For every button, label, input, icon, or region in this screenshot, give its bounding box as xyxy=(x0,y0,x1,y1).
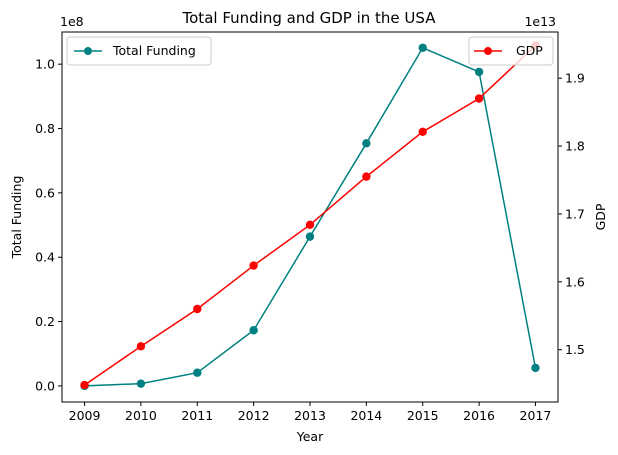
right-y-tick-label: 1.6 xyxy=(565,274,585,289)
plot-frame xyxy=(61,31,559,403)
left-offset-label: 1e8 xyxy=(60,14,84,29)
left-y-tick-label: 1.0 xyxy=(35,57,55,72)
x-axis-label: Year xyxy=(296,429,324,444)
x-tick-label: 2015 xyxy=(407,408,439,423)
data-point-gdp xyxy=(193,304,202,314)
data-point-gdp xyxy=(474,94,484,103)
series-line-total-funding xyxy=(84,46,537,387)
legend-label-total-funding: Total Funding xyxy=(112,43,196,58)
plot-area xyxy=(80,41,540,391)
left-y-tick-label: 0.2 xyxy=(35,314,55,329)
left-y-tick-label: 0.8 xyxy=(35,121,55,136)
x-tick-label: 2010 xyxy=(125,408,157,423)
legend-label-gdp: GDP xyxy=(516,43,543,58)
right-y-tick-label: 1.7 xyxy=(565,206,585,221)
right-y-tick-label: 1.8 xyxy=(565,139,585,154)
right-y-axis: 1.5 1.6 1.7 1.8 1.9 xyxy=(558,71,585,357)
data-point-total-funding xyxy=(531,363,540,373)
series-line-gdp xyxy=(84,45,536,386)
left-y-axis-label: Total Funding xyxy=(9,176,24,260)
data-point-total-funding xyxy=(249,326,258,335)
legend-marker-total-funding xyxy=(84,47,92,55)
legend-marker-gdp xyxy=(484,47,492,55)
data-point-gdp xyxy=(362,172,371,181)
right-offset-label: 1e13 xyxy=(524,14,556,29)
data-point-total-funding xyxy=(362,139,371,148)
data-point-total-funding xyxy=(193,368,202,377)
left-y-tick-label: 0.4 xyxy=(35,250,55,265)
data-point-gdp xyxy=(305,220,315,230)
data-point-gdp xyxy=(249,261,258,270)
chart-title: Total Funding and GDP in the USA xyxy=(182,9,437,27)
data-point-total-funding xyxy=(474,67,484,77)
x-tick-label: 2012 xyxy=(238,408,270,423)
data-point-gdp xyxy=(136,342,146,351)
data-point-total-funding xyxy=(418,43,427,52)
data-point-gdp xyxy=(80,380,89,390)
data-point-total-funding xyxy=(136,379,146,388)
legend-total-funding: Total Funding xyxy=(66,36,212,66)
right-y-tick-label: 1.5 xyxy=(565,342,585,357)
x-axis: 2009 2010 2011 2012 2013 2014 2015 2016 2017 xyxy=(69,402,552,423)
legend-gdp: GDP xyxy=(468,36,554,66)
data-point-gdp xyxy=(418,127,427,136)
x-tick-label: 2017 xyxy=(520,408,552,423)
right-y-axis-label: GDP xyxy=(593,203,608,230)
left-y-tick-label: 0.6 xyxy=(35,185,55,200)
right-y-tick-label: 1.9 xyxy=(565,71,585,86)
x-tick-label: 2011 xyxy=(181,408,213,423)
x-tick-label: 2014 xyxy=(350,408,382,423)
data-point-total-funding xyxy=(305,232,315,241)
x-tick-label: 2013 xyxy=(294,408,326,423)
x-tick-label: 2016 xyxy=(463,408,495,423)
left-y-tick-label: 0.0 xyxy=(35,378,55,393)
x-tick-label: 2009 xyxy=(69,408,101,423)
left-y-axis: 0.0 0.2 0.4 0.6 0.8 1.0 xyxy=(35,57,62,393)
